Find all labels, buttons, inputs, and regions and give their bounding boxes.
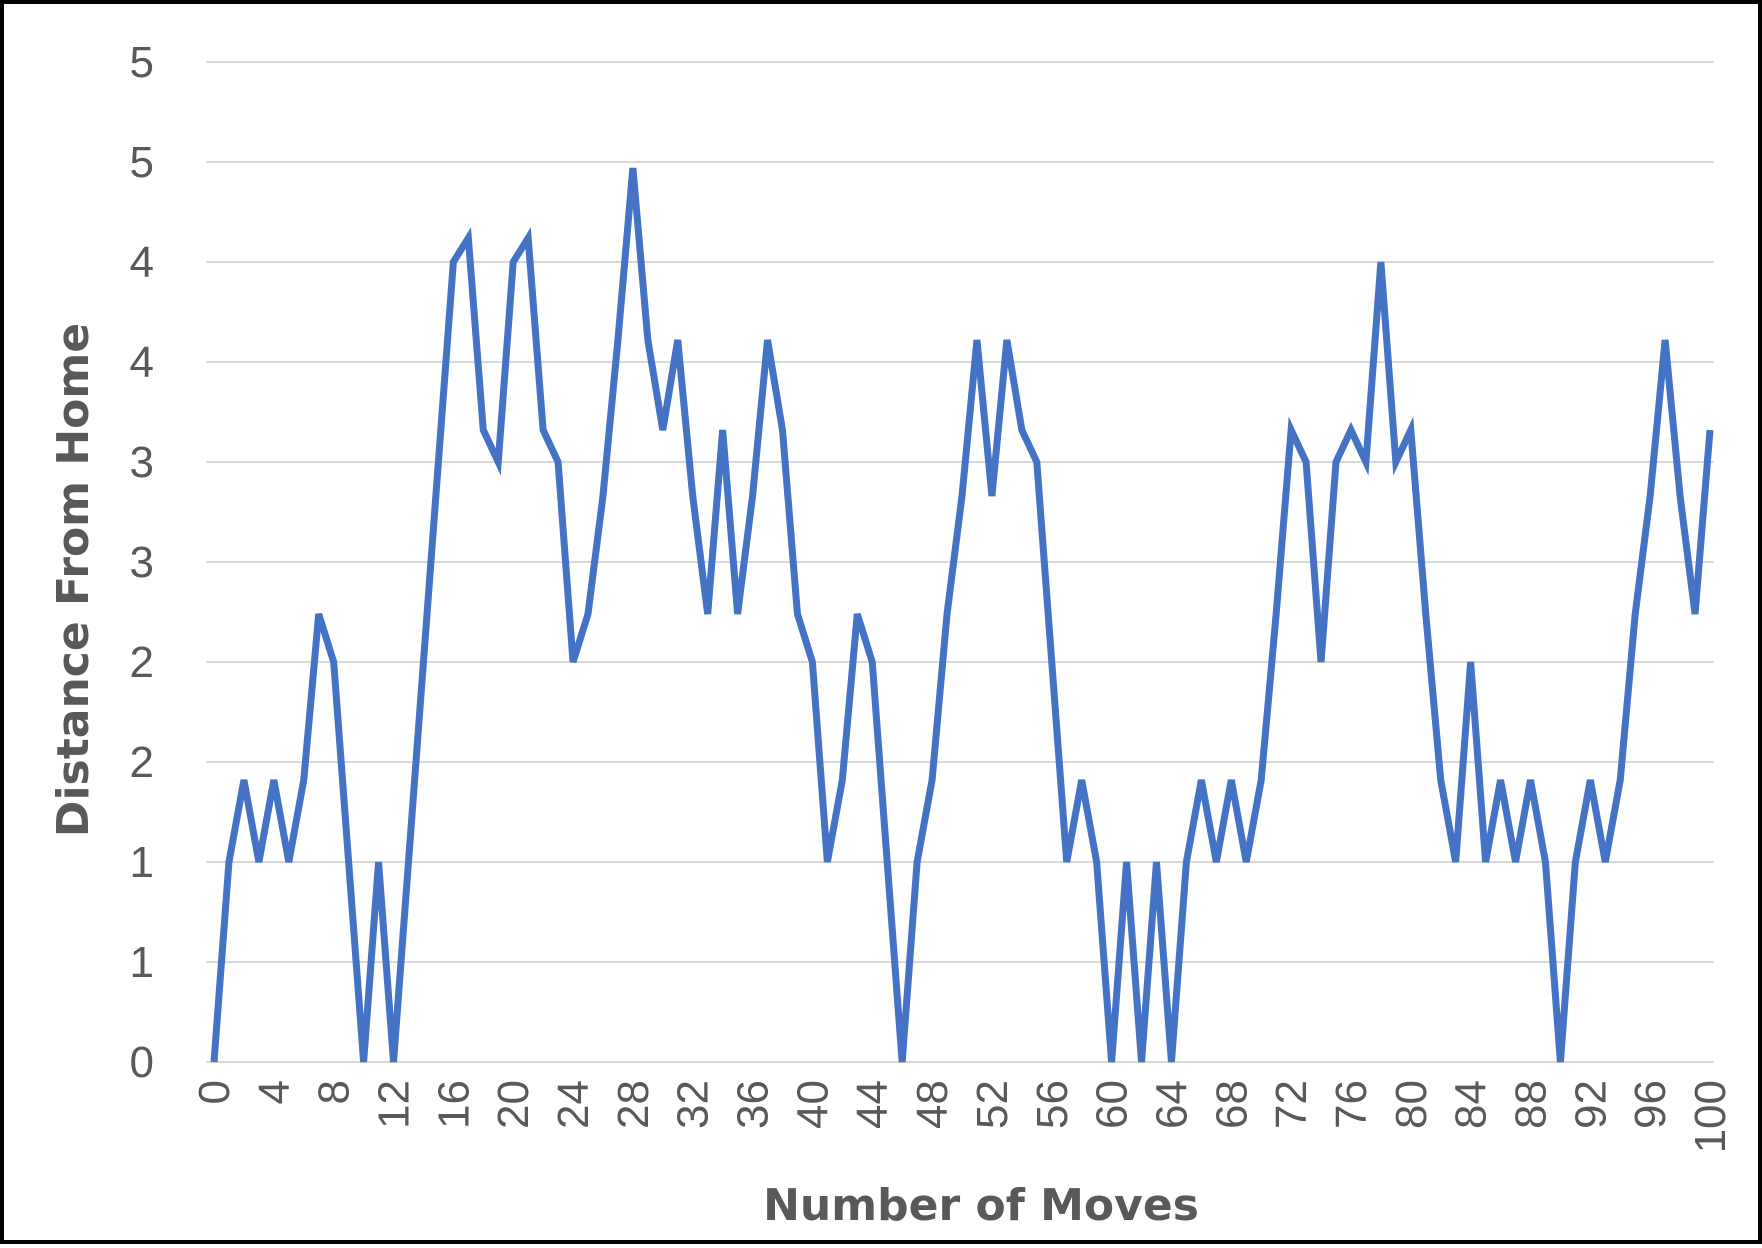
x-tick-label: 80 xyxy=(1387,1080,1436,1129)
x-tick-label: 52 xyxy=(968,1080,1017,1129)
y-tick-label: 2 xyxy=(130,638,154,687)
x-tick-label: 44 xyxy=(848,1080,897,1129)
x-tick-label: 24 xyxy=(549,1080,598,1129)
y-tick-label: 1 xyxy=(130,938,154,987)
x-tick-label: 60 xyxy=(1088,1080,1137,1129)
x-tick-label: 92 xyxy=(1566,1080,1615,1129)
y-tick-label: 3 xyxy=(130,438,154,487)
y-axis-title: Distance From Home xyxy=(48,323,99,837)
x-tick-label: 16 xyxy=(429,1080,478,1129)
x-tick-label: 28 xyxy=(609,1080,658,1129)
x-tick-label: 20 xyxy=(489,1080,538,1129)
y-tick-label: 3 xyxy=(130,538,154,587)
x-tick-label: 4 xyxy=(250,1080,299,1104)
x-tick-label: 72 xyxy=(1267,1080,1316,1129)
y-axis-ticks: 0 1 1 2 2 3 3 4 4 5 5 xyxy=(130,38,154,1087)
y-tick-label: 0 xyxy=(130,1038,154,1087)
x-tick-label: 64 xyxy=(1147,1080,1196,1129)
x-tick-label: 0 xyxy=(190,1080,239,1104)
y-tick-label: 2 xyxy=(130,738,154,787)
x-tick-label: 12 xyxy=(370,1080,419,1129)
series-line xyxy=(210,167,1714,1063)
x-tick-label: 48 xyxy=(908,1080,957,1129)
y-tick-label: 5 xyxy=(130,38,154,87)
gridlines xyxy=(206,61,1714,1063)
y-tick-label: 4 xyxy=(130,238,154,287)
x-tick-label: 32 xyxy=(669,1080,718,1129)
x-axis-ticks: 0 4 8 12 16 20 24 28 32 36 40 44 48 52 56 60 64 68 72 76 80 8… xyxy=(190,1080,1735,1153)
x-tick-label: 68 xyxy=(1207,1080,1256,1129)
x-axis-title: Number of Moves xyxy=(763,1180,1199,1231)
x-tick-label: 76 xyxy=(1327,1080,1376,1129)
x-tick-label: 84 xyxy=(1447,1080,1496,1129)
x-tick-label: 56 xyxy=(1028,1080,1077,1129)
x-tick-label: 96 xyxy=(1626,1080,1675,1129)
series-layer xyxy=(210,167,1714,1063)
x-tick-label: 40 xyxy=(788,1080,837,1129)
x-tick-label: 36 xyxy=(729,1080,778,1129)
x-tick-label: 100 xyxy=(1686,1080,1735,1153)
x-tick-label: 88 xyxy=(1506,1080,1555,1129)
y-tick-label: 5 xyxy=(130,138,154,187)
x-tick-label: 8 xyxy=(310,1080,359,1104)
y-tick-label: 4 xyxy=(130,338,154,387)
y-tick-label: 1 xyxy=(130,838,154,887)
